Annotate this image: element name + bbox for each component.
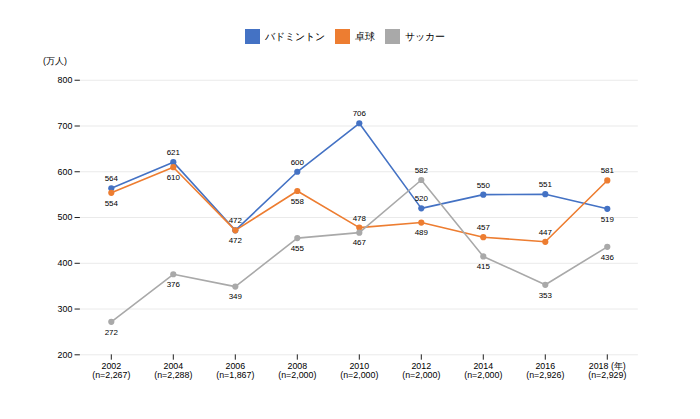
svg-text:520: 520 — [415, 194, 429, 203]
svg-text:436: 436 — [601, 253, 615, 262]
svg-text:478: 478 — [353, 214, 367, 223]
svg-text:554: 554 — [105, 199, 119, 208]
svg-text:2010(n=2,000): 2010(n=2,000) — [340, 361, 378, 380]
svg-text:500: 500 — [58, 212, 73, 222]
svg-text:200: 200 — [58, 350, 73, 360]
svg-text:550: 550 — [477, 181, 491, 190]
svg-text:519: 519 — [601, 215, 615, 224]
svg-text:582: 582 — [415, 166, 429, 175]
svg-text:800: 800 — [58, 75, 73, 85]
svg-text:472: 472 — [229, 236, 243, 245]
svg-text:489: 489 — [415, 228, 429, 237]
svg-text:353: 353 — [539, 291, 553, 300]
svg-text:415: 415 — [477, 262, 491, 271]
svg-text:447: 447 — [539, 228, 553, 237]
svg-text:376: 376 — [167, 280, 181, 289]
svg-text:581: 581 — [601, 166, 615, 175]
svg-text:2016(n=2,926): 2016(n=2,926) — [526, 361, 564, 380]
svg-text:457: 457 — [477, 223, 491, 232]
svg-text:2012(n=2,000): 2012(n=2,000) — [402, 361, 440, 380]
svg-text:700: 700 — [58, 121, 73, 131]
svg-text:(万人): (万人) — [43, 56, 67, 66]
svg-text:400: 400 — [58, 258, 73, 268]
svg-text:349: 349 — [229, 292, 243, 301]
svg-text:472: 472 — [229, 216, 243, 225]
svg-text:551: 551 — [539, 180, 553, 189]
svg-text:610: 610 — [167, 173, 181, 182]
svg-text:706: 706 — [353, 109, 367, 118]
svg-text:2014(n=2,000): 2014(n=2,000) — [464, 361, 502, 380]
svg-text:455: 455 — [291, 244, 305, 253]
html-text:サッカー: サッカー — [405, 29, 445, 43]
svg-text:621: 621 — [167, 148, 181, 157]
svg-text:600: 600 — [291, 158, 305, 167]
svg-text:272: 272 — [105, 328, 119, 337]
svg-text:558: 558 — [291, 197, 305, 206]
svg-text:2008(n=2,000): 2008(n=2,000) — [278, 361, 316, 380]
svg-text:2002(n=2,267): 2002(n=2,267) — [92, 361, 130, 380]
svg-text:2006(n=1,867): 2006(n=1,867) — [216, 361, 254, 380]
svg-text:564: 564 — [105, 174, 119, 183]
html-text:バドミントン: バドミントン — [265, 29, 325, 43]
svg-text:2004(n=2,288): 2004(n=2,288) — [154, 361, 192, 380]
svg-text:600: 600 — [58, 167, 73, 177]
svg-text:2018 (年)(n=2,929): 2018 (年)(n=2,929) — [588, 361, 626, 380]
html-text:卓球: 卓球 — [355, 29, 375, 43]
svg-text:300: 300 — [58, 304, 73, 314]
svg-text:467: 467 — [353, 238, 367, 247]
